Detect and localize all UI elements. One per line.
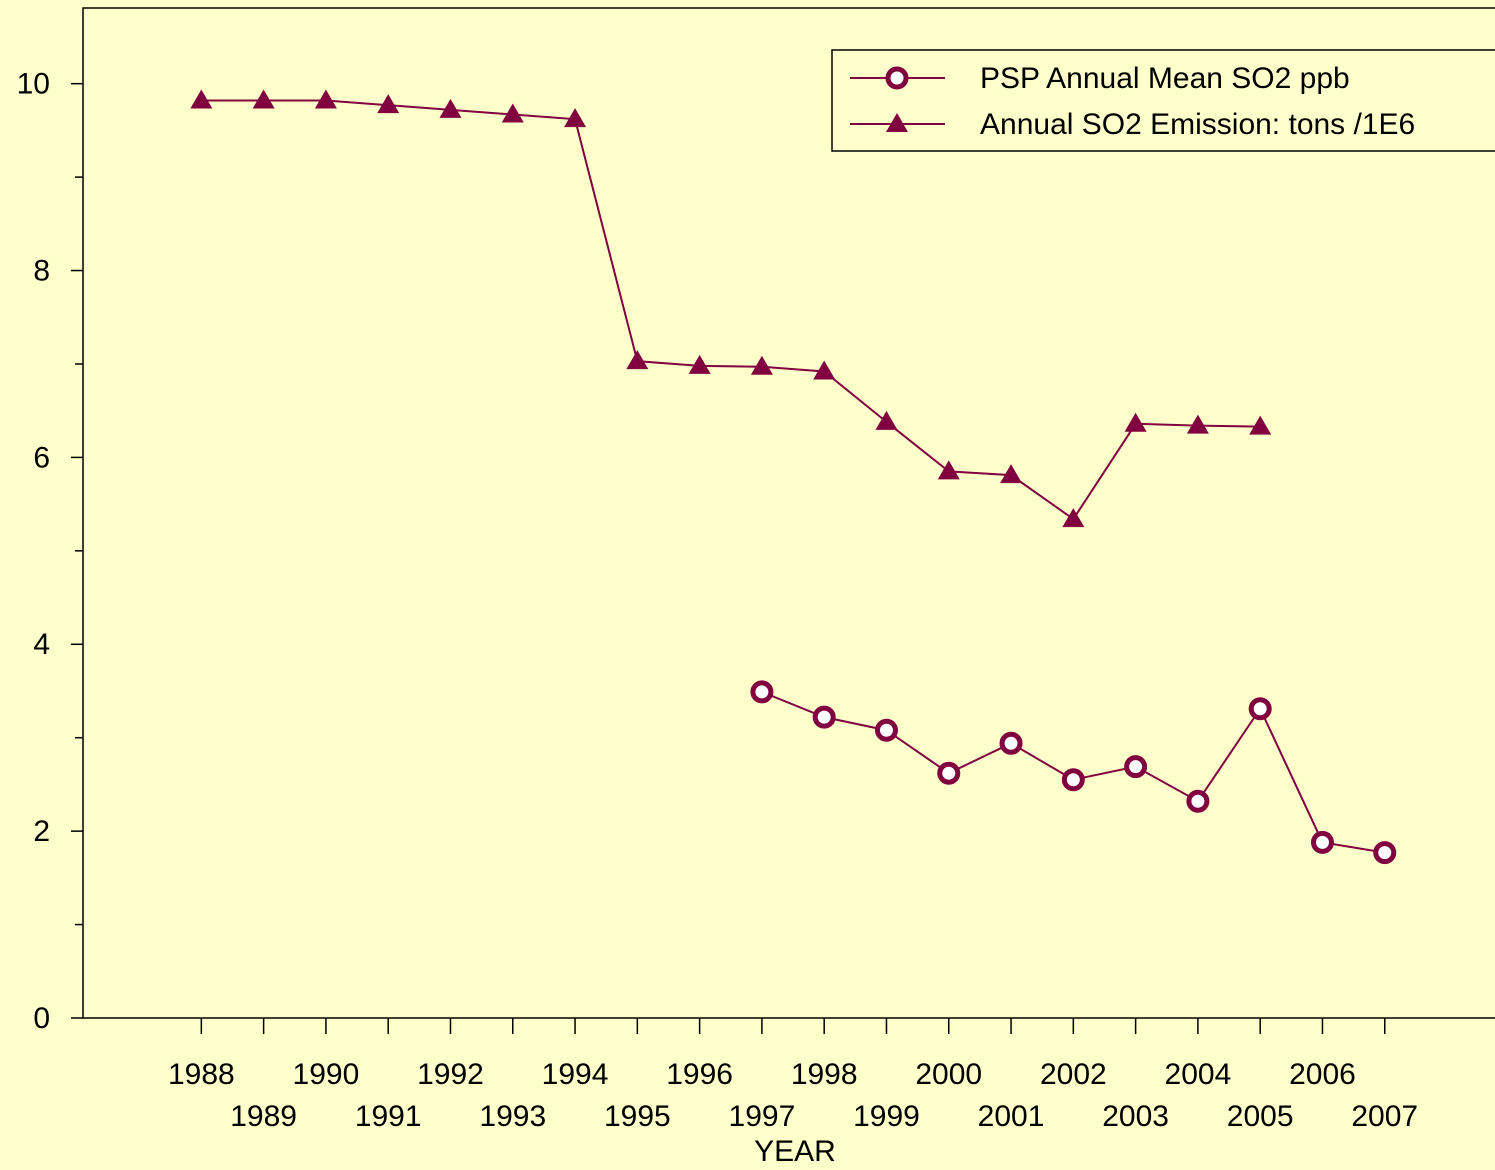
data-point: [1249, 415, 1272, 435]
data-point: [626, 350, 649, 370]
x-tick-label: 1998: [791, 1058, 858, 1091]
data-point: [937, 761, 961, 785]
data-point: [999, 731, 1023, 755]
data-point: [1186, 789, 1210, 813]
x-tick-label: 2000: [915, 1058, 982, 1091]
data-point: [1310, 830, 1334, 854]
x-tick-label: 1999: [853, 1100, 920, 1133]
x-tick-label: 1997: [729, 1100, 796, 1133]
x-tick-label: 1995: [604, 1100, 671, 1133]
x-tick-label: 1988: [168, 1058, 235, 1091]
y-tick-label: 8: [33, 254, 50, 287]
y-tick-label: 2: [33, 815, 50, 848]
legend-box: [831, 49, 1495, 152]
data-point: [1061, 768, 1085, 792]
x-tick-label: 1993: [479, 1100, 546, 1133]
data-point: [314, 89, 337, 109]
plot-area: [82, 7, 1495, 1019]
x-tick-label: 1996: [666, 1058, 733, 1091]
data-point: [1124, 412, 1147, 432]
legend-label: PSP Annual Mean SO2 ppb: [980, 62, 1350, 95]
data-point: [875, 410, 898, 430]
y-tick-label: 0: [33, 1002, 50, 1035]
data-point: [1062, 508, 1085, 528]
legend-marker: [885, 66, 909, 90]
data-point: [813, 360, 836, 380]
x-axis-label: YEAR: [754, 1135, 836, 1168]
y-tick-label: 4: [33, 628, 50, 661]
x-tick-label: 2005: [1227, 1100, 1294, 1133]
x-tick-label: 2003: [1102, 1100, 1169, 1133]
data-point: [750, 680, 774, 704]
data-point: [1186, 414, 1209, 434]
data-point: [439, 98, 462, 118]
y-tick-label: 10: [17, 68, 50, 101]
y-tick-label: 6: [33, 441, 50, 474]
data-point: [874, 718, 898, 742]
data-point: [564, 108, 587, 128]
data-point: [1124, 755, 1148, 779]
data-point: [812, 705, 836, 729]
legend-label: Annual SO2 Emission: tons /1E6: [980, 108, 1415, 141]
x-tick-label: 2001: [978, 1100, 1045, 1133]
data-point: [377, 94, 400, 114]
data-point: [750, 355, 773, 375]
data-point: [1000, 464, 1023, 484]
x-tick-label: 1990: [293, 1058, 360, 1091]
data-point: [501, 103, 524, 123]
x-tick-label: 1992: [417, 1058, 484, 1091]
data-point: [252, 89, 275, 109]
x-tick-label: 2002: [1040, 1058, 1107, 1091]
data-point: [190, 89, 213, 109]
data-point: [1248, 697, 1272, 721]
x-tick-label: 2006: [1289, 1058, 1356, 1091]
x-tick-label: 1994: [542, 1058, 609, 1091]
x-tick-label: 2007: [1351, 1100, 1418, 1133]
x-tick-label: 2004: [1165, 1058, 1232, 1091]
legend-marker: [886, 113, 908, 132]
x-tick-label: 1989: [230, 1100, 297, 1133]
data-point: [688, 354, 711, 374]
x-tick-label: 1991: [355, 1100, 422, 1133]
data-point: [1373, 841, 1397, 865]
data-point: [937, 460, 960, 480]
series-line: [201, 99, 1261, 521]
